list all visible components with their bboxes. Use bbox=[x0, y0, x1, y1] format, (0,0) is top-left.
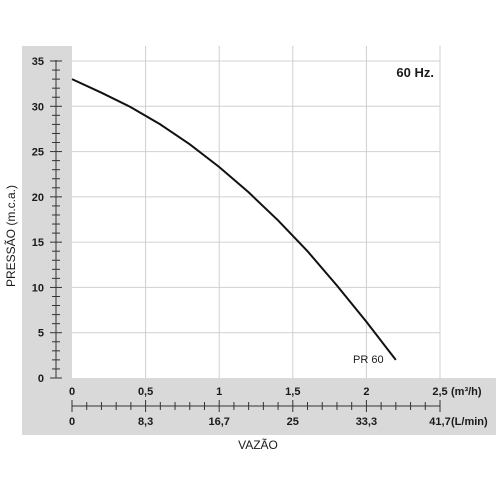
curve-label-pr-60: PR 60 bbox=[353, 354, 384, 366]
vertical-gridlines bbox=[145, 46, 441, 378]
y-tick-label: 5 bbox=[38, 328, 44, 340]
y-tick-label: 10 bbox=[32, 282, 44, 294]
y-tick-label: 20 bbox=[32, 192, 44, 204]
x-axis-title: VAZÃO bbox=[238, 438, 278, 452]
x-tick-label: 1,5 bbox=[285, 386, 300, 398]
x2-tick-label: 41,7 bbox=[429, 416, 450, 428]
x2-tick-label: 33,3 bbox=[356, 416, 377, 428]
frequency-annotation: 60 Hz. bbox=[396, 65, 434, 80]
x-unit-label: (m³/h) bbox=[451, 386, 482, 398]
y-tick-label: 35 bbox=[32, 56, 44, 68]
x2-tick-label: 8,3 bbox=[138, 416, 153, 428]
curve-pr-60 bbox=[71, 78, 397, 361]
x2-tick-label: 16,7 bbox=[208, 416, 229, 428]
y-axis-title: PRESSÃO (m.c.a.) bbox=[4, 185, 18, 287]
y-tick-label: 25 bbox=[32, 147, 44, 159]
plot-area bbox=[72, 46, 440, 378]
x2-tick-labels: 0 8,3 16,7 25 33,3 41,7 bbox=[69, 416, 451, 428]
x-tick-label: 2,5 bbox=[432, 386, 447, 398]
x2-minor-ticks bbox=[71, 400, 441, 412]
y-tick-labels: 0 5 10 15 20 25 30 35 bbox=[32, 56, 44, 385]
x2-tick-label: 25 bbox=[287, 416, 299, 428]
y-minor-ticks bbox=[50, 60, 62, 379]
x-tick-label: 1 bbox=[216, 386, 222, 398]
x-tick-labels: 0 0,5 1 1,5 2 2,5 bbox=[69, 386, 448, 398]
x2-tick-label: 0 bbox=[69, 416, 75, 428]
x-tick-label: 2 bbox=[363, 386, 369, 398]
y-tick-label: 30 bbox=[32, 101, 44, 113]
y-tick-label: 15 bbox=[32, 237, 44, 249]
x-tick-label: 0,5 bbox=[138, 386, 153, 398]
horizontal-gridlines bbox=[72, 60, 440, 334]
x2-unit-label: (L/min) bbox=[451, 416, 488, 428]
left-axis-panel bbox=[22, 46, 72, 390]
x-tick-label: 0 bbox=[69, 386, 75, 398]
y-tick-label: 0 bbox=[38, 373, 44, 385]
